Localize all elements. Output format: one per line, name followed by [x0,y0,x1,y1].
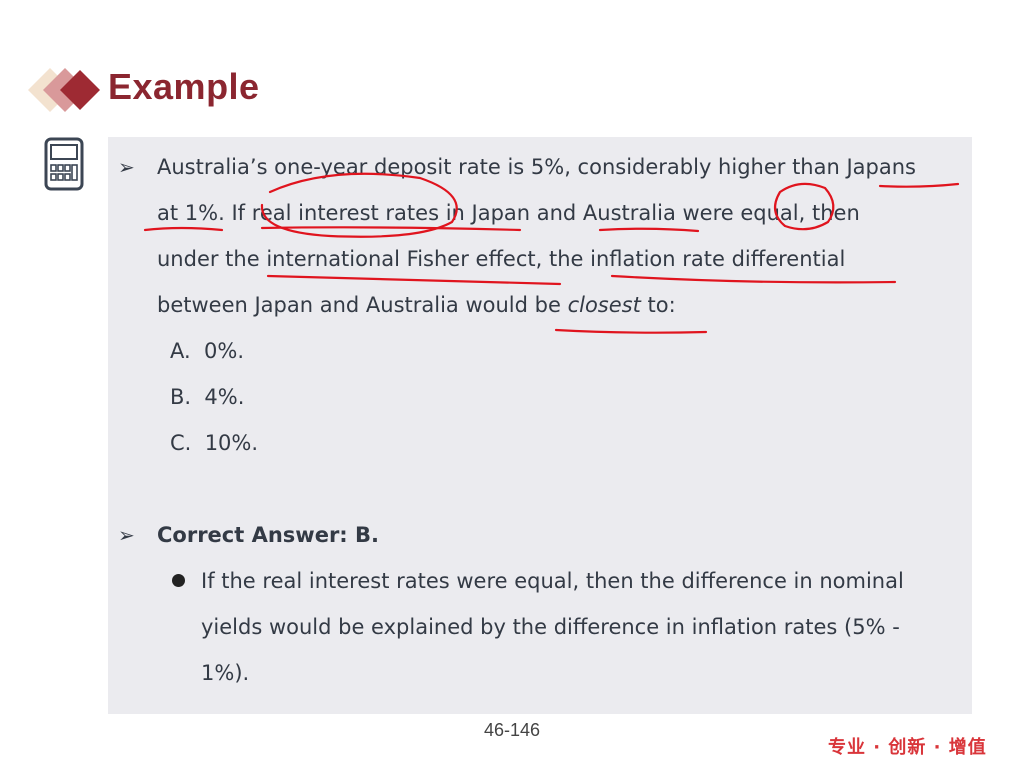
question-line: at 1%. If real interest rates in Japan a… [157,201,860,225]
explanation-line: yields would be explained by the differe… [201,615,900,639]
question-line: under the international Fisher effect, t… [157,247,846,271]
dot-bullet-icon [172,574,185,587]
explanation-line: If the real interest rates were equal, t… [201,569,904,593]
correct-answer: Correct Answer: B. [157,523,379,547]
arrow-bullet-icon: ➢ [118,155,135,179]
question-line: Australia’s one-year deposit rate is 5%,… [157,155,916,179]
diamonds-logo-icon [28,68,100,112]
option-a: A. 0%. [170,339,245,363]
question-line: between Japan and Australia would be clo… [157,293,676,317]
page-title: Example [108,66,260,107]
arrow-bullet-icon: ➢ [118,523,135,547]
page-number: 46-146 [483,720,541,740]
option-c: C. 10%. [170,431,259,455]
slogan: 专业 · 创新 · 增值 [828,737,987,758]
example-content-box [108,137,972,714]
calculator-icon [44,137,84,191]
explanation-line: 1%). [201,661,250,685]
option-b: B. 4%. [170,385,245,409]
